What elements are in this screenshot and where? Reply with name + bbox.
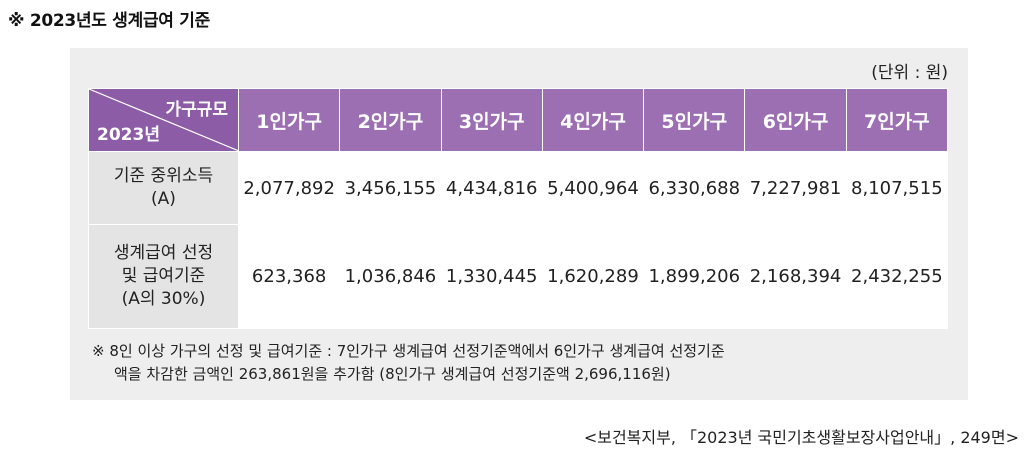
table-cell: 5,400,964: [541, 151, 645, 225]
table-cell: 1,330,445: [440, 224, 543, 329]
corner-header-year: 2023년: [97, 125, 160, 145]
column-header: 2인가구: [339, 88, 442, 152]
unit-label: (단위 : 원): [871, 63, 948, 83]
table-cell: 2,168,394: [744, 224, 847, 329]
table-cell: 1,899,206: [643, 224, 746, 329]
diagonal-divider: [89, 89, 239, 151]
table-cell: 7,227,981: [744, 151, 847, 225]
table-cell: 1,620,289: [541, 224, 645, 329]
footnote-line: ※ 8인 이상 가구의 선정 및 급여기준 : 7인가구 생계급여 선정기준액에…: [92, 342, 725, 360]
column-header: 3인가구: [440, 88, 543, 152]
row-header-line: 기준 중위소득: [113, 166, 214, 187]
row-header-line: (A): [151, 189, 176, 209]
column-header: 4인가구: [541, 88, 645, 152]
corner-header-cell: 가구규모 2023년: [88, 88, 239, 152]
table-header-row: 가구규모 2023년 1인가구 2인가구 3인가구 4인가구 5인가구 6인가구…: [88, 88, 949, 152]
row-header-line: (A의 30%): [121, 288, 206, 309]
corner-header-household-size: 가구규모: [165, 100, 228, 120]
column-header: 5인가구: [643, 88, 746, 152]
table-cell: 8,107,515: [845, 151, 949, 225]
table-cell: 4,434,816: [440, 151, 543, 225]
table-cell: 6,330,688: [643, 151, 746, 225]
table-cell: 3,456,155: [339, 151, 442, 225]
row-header-line: 및 급여기준: [121, 266, 206, 287]
column-header: 7인가구: [845, 88, 949, 152]
livelihood-benefit-table: 가구규모 2023년 1인가구 2인가구 3인가구 4인가구 5인가구 6인가구…: [88, 88, 949, 329]
table-cell: 2,077,892: [237, 151, 341, 225]
table-row: 기준 중위소득 (A) 2,077,892 3,456,155 4,434,81…: [88, 151, 949, 225]
source-citation: <보건복지부, 「2023년 국민기초생활보장사업안내」, 249면>: [583, 428, 1019, 447]
table-cell: 623,368: [237, 224, 341, 329]
footnote: ※ 8인 이상 가구의 선정 및 급여기준 : 7인가구 생계급여 선정기준액에…: [92, 340, 962, 386]
table-cell: 1,036,846: [339, 224, 442, 329]
table-cell: 2,432,255: [845, 224, 949, 329]
column-header: 1인가구: [237, 88, 341, 152]
row-header-line: 생계급여 선정: [113, 243, 214, 264]
table-row: 생계급여 선정 및 급여기준 (A의 30%) 623,368 1,036,84…: [88, 224, 949, 329]
page-title: ※ 2023년도 생계급여 기준: [8, 11, 210, 31]
table-panel: (단위 : 원) 가구규모 2023년 1인가구 2인가구 3인가구 4인가구 …: [70, 48, 968, 400]
row-header-median-income: 기준 중위소득 (A): [88, 151, 239, 225]
footnote-line: 액을 차감한 금액인 263,861원을 추가함 (8인가구 생계급여 선정기준…: [114, 365, 671, 383]
row-header-benefit-standard: 생계급여 선정 및 급여기준 (A의 30%): [88, 224, 239, 329]
column-header: 6인가구: [744, 88, 847, 152]
